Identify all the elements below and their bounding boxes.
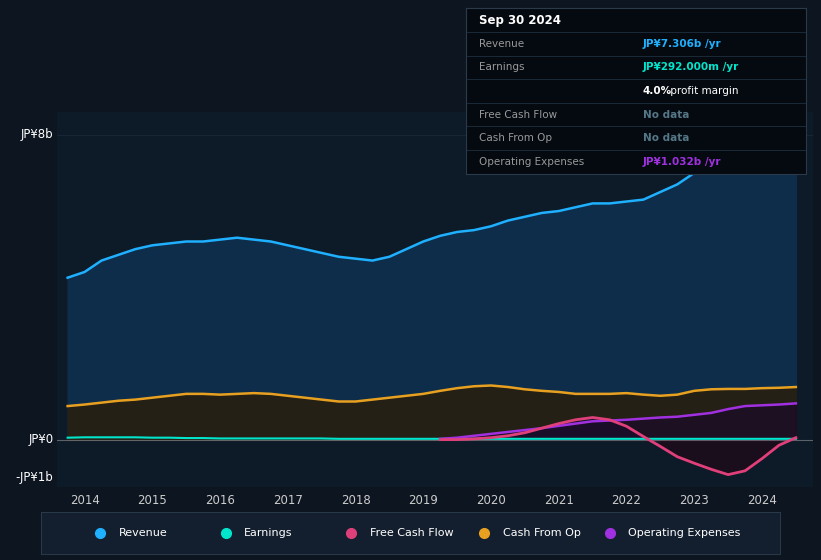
Text: JP¥8b: JP¥8b (21, 128, 53, 141)
Text: JP¥292.000m /yr: JP¥292.000m /yr (643, 62, 739, 72)
Text: profit margin: profit margin (667, 86, 738, 96)
Text: -JP¥1b: -JP¥1b (16, 471, 53, 484)
Text: JP¥0: JP¥0 (28, 433, 53, 446)
Text: Operating Expenses: Operating Expenses (479, 157, 585, 167)
Text: Revenue: Revenue (119, 529, 167, 538)
Text: JP¥7.306b /yr: JP¥7.306b /yr (643, 39, 722, 49)
Text: Sep 30 2024: Sep 30 2024 (479, 13, 561, 27)
Text: Earnings: Earnings (479, 62, 525, 72)
Text: No data: No data (643, 133, 689, 143)
Text: Cash From Op: Cash From Op (479, 133, 553, 143)
Text: JP¥1.032b /yr: JP¥1.032b /yr (643, 157, 721, 167)
Text: No data: No data (643, 110, 689, 120)
Text: Revenue: Revenue (479, 39, 525, 49)
Text: Operating Expenses: Operating Expenses (629, 529, 741, 538)
Text: Cash From Op: Cash From Op (502, 529, 580, 538)
Text: Earnings: Earnings (245, 529, 293, 538)
Text: Free Cash Flow: Free Cash Flow (370, 529, 453, 538)
Text: 4.0%: 4.0% (643, 86, 672, 96)
Text: Free Cash Flow: Free Cash Flow (479, 110, 557, 120)
